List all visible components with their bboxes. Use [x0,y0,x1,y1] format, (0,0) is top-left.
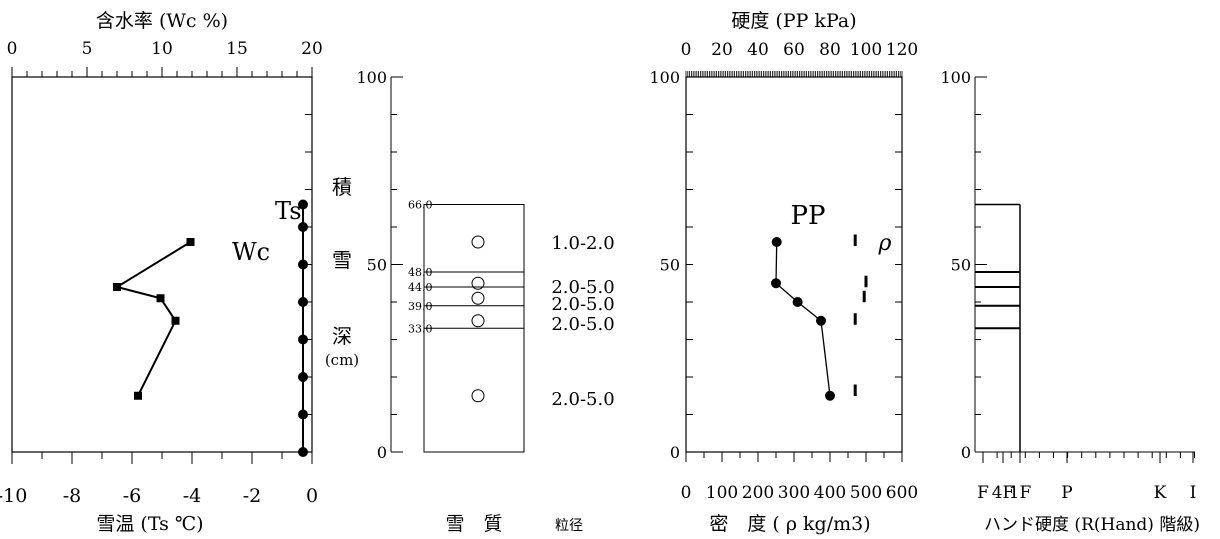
ts-tick-label: -4 [183,485,202,507]
wc-point [186,238,195,246]
depth-axis-char: 積 [332,175,352,199]
depth-axis-char: 雪 [332,248,352,272]
y-tick-label: 50 [367,256,387,275]
layer-depth-label: 39.0 [408,300,433,313]
rho-series-label: ρ [878,231,892,256]
pp-tick-label: 60 [783,40,805,60]
grain-size-label: 2.0-5.0 [551,314,614,335]
grain-size-label: 2.0-5.0 [551,294,614,315]
wc-series-label: Wc [232,238,270,266]
wc-tick-label: 20 [301,39,323,59]
grain-size-label: 1.0-2.0 [551,233,614,254]
ts-tick-label: -8 [63,485,82,507]
snow-quality-symbol [471,235,485,249]
ts-point [298,334,308,345]
grain-size-label: 2.0-5.0 [551,389,614,410]
wc-point [113,283,121,291]
layer-depth-label: 66.0 [408,199,433,212]
density-tick-label: 0 [681,483,692,503]
density-tick-label: 300 [778,483,810,503]
pp-axis-title: 硬度 (PP kPa) [731,10,856,32]
ts-tick-label: -6 [123,485,142,507]
y-tick-label: 0 [961,443,971,462]
pp-series-label: PP [791,201,826,231]
wc-point [134,391,142,400]
hand-tick-label: F [977,483,989,503]
ts-point [298,199,308,210]
pp-tick-label: 100 [850,40,882,60]
wc-point [171,316,180,325]
hand-axis-title: ハンド硬度 (R(Hand) 階級) [984,515,1200,535]
pp-tick-label: 20 [711,40,733,60]
layer-depth-label: 44.0 [408,281,433,294]
snow-quality-symbol [471,291,485,305]
density-tick-label: 100 [706,483,738,503]
snow-quality-panel: 0 50 100 66.0 48.0 44.0 39.0 33.0 1.0-2.0 2.0-5.0… [356,68,614,535]
ts-series-label: Ts [275,197,302,225]
pp-point [825,390,835,401]
hand-tick-label: 4F [992,483,1015,503]
density-tick-label: 500 [850,483,882,503]
ts-point [298,372,308,382]
y-tick-label: 50 [951,256,971,275]
hand-tick-label: 1F [1009,483,1032,503]
ts-point [298,259,308,270]
y-tick-label: 100 [940,68,971,87]
wc-point [156,294,165,303]
hand-tick-label: I [1190,483,1197,503]
wc-tick-label: 5 [82,39,93,59]
ts-tick-label: -10 [0,485,27,507]
wc-tick-label: 10 [151,39,173,59]
pp-point [771,278,781,289]
layer-depth-label: 48.0 [408,266,433,279]
y-tick-label: 100 [649,68,680,87]
snow-quality-symbol [471,389,485,403]
snow-quality-symbol [471,314,485,328]
y-tick-label: 0 [377,443,387,462]
pp-tick-label: 80 [819,40,841,60]
ts-tick-label: 0 [306,485,318,507]
pp-tick-label: 120 [886,40,918,60]
ts-point [298,447,308,457]
y-tick-label: 100 [356,68,387,87]
snow-quality-title: 雪 質 [445,513,502,535]
pp-tick-label: 40 [747,40,769,60]
density-axis-title: 密 度 ( ρ kg/m3) [709,513,870,535]
ts-axis-title: 雪温 (Ts ℃) [96,513,203,535]
wc-tick-label: 15 [226,39,248,59]
ts-point [298,409,308,420]
ts-point [298,297,308,307]
pp-point [771,237,782,247]
layer-depth-label: 33.0 [408,322,433,335]
y-tick-label: 50 [660,256,680,275]
pp-tick-label: 0 [681,40,692,60]
snow-quality-symbol [471,276,485,290]
plot-frame [685,76,903,453]
pp-point [816,315,826,326]
hand-tick-label: P [1061,483,1072,503]
y-tick-label: 0 [670,443,680,462]
depth-axis-unit: (cm) [325,351,359,369]
ts-tick-label: -2 [243,485,262,507]
pp-point [792,297,803,307]
density-tick-label: 400 [814,483,846,503]
depth-axis-char: 深 [332,324,352,348]
grain-size-label: 2.0-5.0 [551,277,614,298]
ts-point [298,222,308,232]
density-tick-label: 600 [886,483,918,503]
density-tick-label: 200 [742,483,774,503]
grain-size-title: 粒径 [555,518,583,534]
wc-tick-label: 0 [7,39,18,59]
wc-axis-title: 含水率 (Wc %) [96,10,228,32]
temperature-water-content-panel: 0 5 10 15 20 含水率 (Wc %) -10 -8 -6 -4 -2 0 雪温 (Ts ℃) W… [0,10,359,535]
hand-tick-label: K [1154,483,1167,503]
